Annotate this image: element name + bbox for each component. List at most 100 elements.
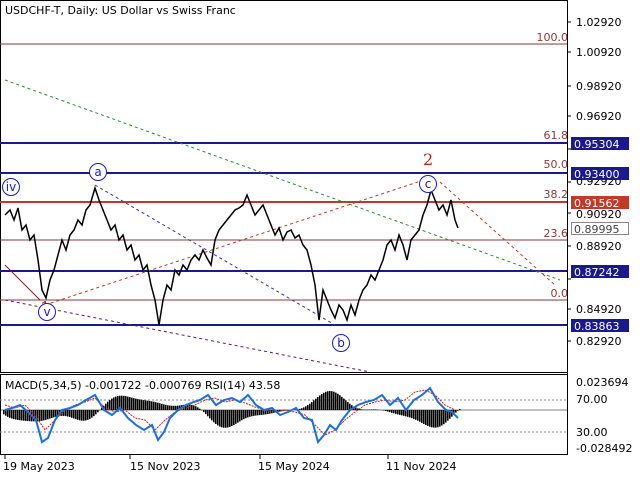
macd-bar (63, 410, 65, 416)
macd-bar (77, 410, 79, 420)
macd-bar (165, 404, 167, 410)
macd-bar (53, 410, 55, 418)
time-axis-label: 19 May 2023 (3, 460, 75, 473)
time-axis-label: 11 Nov 2024 (386, 460, 457, 473)
macd-bar (259, 410, 261, 416)
macd-bar (109, 400, 111, 410)
indicator-levels (0, 399, 567, 433)
trend-line-red-up (44, 177, 431, 306)
macd-bar (37, 410, 39, 422)
macd-bar (255, 410, 257, 416)
macd-bar (89, 410, 91, 419)
macd-bar (175, 405, 177, 410)
macd-bar (415, 410, 417, 420)
macd-bar (141, 399, 143, 410)
macd-bar (123, 395, 125, 410)
macd-bar (249, 410, 251, 417)
macd-bar (115, 396, 117, 410)
macd-histogram (3, 391, 461, 428)
macd-bar (223, 410, 225, 428)
macd-bar (51, 410, 53, 418)
macd-bar (173, 405, 175, 410)
macd-bar (107, 401, 109, 410)
macd-bar (267, 410, 269, 415)
macd-bar (357, 408, 359, 410)
price-series (4, 185, 459, 326)
trend-line-purple (4, 299, 371, 373)
macd-bar (343, 398, 345, 410)
trend-line-red-left (4, 264, 41, 301)
macd-bar (299, 408, 301, 410)
macd-bar (263, 410, 265, 415)
macd-bar (121, 395, 123, 410)
macd-bar (231, 410, 233, 427)
macd-bar (145, 400, 147, 410)
macd-bar (349, 403, 351, 410)
macd-bar (71, 410, 73, 418)
macd-bar (221, 410, 223, 428)
macd-bar (429, 410, 431, 427)
macd-bar (129, 397, 131, 410)
macd-bar (79, 410, 81, 421)
macd-bar (393, 410, 395, 414)
macd-bar (247, 410, 249, 418)
macd-bar (419, 410, 421, 422)
macd-bar (19, 410, 21, 421)
macd-bar (423, 410, 425, 424)
macd-bar (83, 410, 85, 421)
macd-bar (125, 396, 127, 410)
macd-bar (391, 410, 393, 413)
macd-bar (23, 410, 25, 421)
macd-bar (65, 410, 67, 417)
macd-bar (209, 410, 211, 419)
macd-bar (387, 410, 389, 412)
macd-bar (87, 410, 89, 420)
macd-bar (383, 410, 385, 411)
macd-bar (113, 397, 115, 410)
macd-bar (117, 395, 119, 410)
macd-bar (265, 410, 267, 415)
macd-bar (41, 410, 43, 421)
macd-bar (359, 408, 361, 410)
macd-bar (245, 410, 247, 419)
indicator-level-30: 30.00 (576, 426, 608, 439)
macd-bar (167, 405, 169, 410)
chart-title: USDCHF-T, Daily: US Dollar vs Swiss Fran… (5, 4, 236, 17)
macd-bar (319, 395, 321, 410)
macd-bar (17, 410, 19, 420)
macd-bar (11, 410, 13, 419)
macd-bar (399, 410, 401, 415)
macd-bar (177, 405, 179, 410)
macd-bar (9, 410, 11, 418)
macd-bar (279, 410, 281, 412)
macd-bar (457, 410, 459, 411)
macd-bar (67, 410, 69, 417)
macd-bar (55, 410, 57, 417)
macd-bar (237, 410, 239, 423)
macd-bar (315, 398, 317, 410)
macd-bar (411, 410, 413, 419)
macd-bar (409, 410, 411, 418)
macd-bar (133, 398, 135, 410)
macd-bar (3, 410, 5, 415)
macd-bar (269, 410, 271, 414)
price-axis-label: 1.02920 (576, 16, 622, 29)
price-axis-ticks (567, 21, 571, 342)
macd-bar (157, 402, 159, 410)
level-tag-91562: 0.91562 (571, 196, 629, 210)
fib-label-38: 38.2 (543, 188, 569, 201)
macd-bar (213, 410, 215, 423)
indicator-level-70: 70.00 (576, 393, 608, 406)
price-axis-label: 0.88920 (576, 240, 622, 253)
macd-bar (191, 404, 193, 410)
wave-label-b: b (332, 334, 350, 352)
macd-bar (439, 410, 441, 427)
macd-bar (239, 410, 241, 422)
macd-bar (207, 410, 209, 417)
macd-bar (81, 410, 83, 421)
indicator-scale-top: 0.023694 (576, 376, 629, 389)
rsi-line (4, 386, 459, 445)
macd-bar (331, 391, 333, 410)
macd-bar (459, 409, 461, 410)
